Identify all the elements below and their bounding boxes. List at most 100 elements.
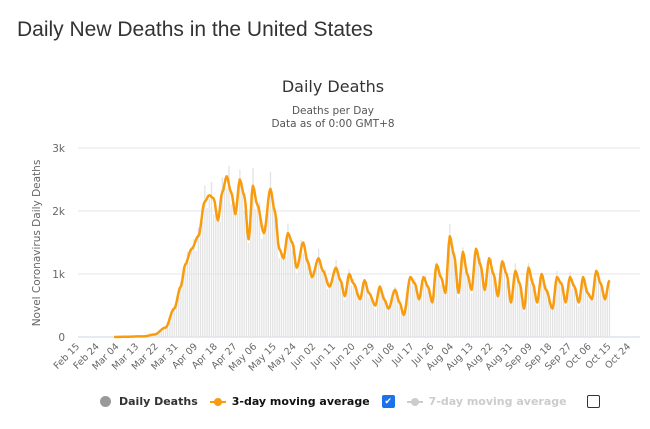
- bar-daily-deaths: [385, 306, 388, 337]
- bar-daily-deaths: [604, 294, 606, 337]
- bar-daily-deaths: [602, 295, 604, 337]
- bar-daily-deaths: [320, 270, 322, 337]
- bar-daily-deaths: [501, 260, 503, 337]
- checkbox-7day-avg[interactable]: [586, 395, 600, 408]
- bar-daily-deaths: [374, 309, 377, 337]
- bar-daily-deaths: [241, 182, 243, 337]
- bar-daily-deaths: [195, 251, 197, 337]
- bar-daily-deaths: [311, 270, 313, 337]
- bar-daily-deaths: [210, 182, 213, 337]
- bar-daily-deaths: [606, 292, 608, 337]
- checkmark-icon: ✔: [384, 396, 392, 407]
- bar-daily-deaths: [425, 275, 427, 337]
- bar-daily-deaths: [372, 300, 374, 337]
- bar-daily-deaths: [169, 316, 171, 337]
- bar-daily-deaths: [296, 272, 298, 337]
- bar-daily-deaths: [293, 245, 296, 337]
- bar-daily-deaths: [282, 253, 285, 337]
- circle-marker-icon: [100, 396, 111, 407]
- bar-daily-deaths: [383, 294, 385, 337]
- bar-daily-deaths: [250, 219, 252, 337]
- bar-daily-deaths: [219, 221, 221, 337]
- bar-daily-deaths: [341, 282, 344, 337]
- bar-daily-deaths: [357, 299, 359, 337]
- y-tick-label: 1k: [52, 269, 66, 281]
- bar-daily-deaths: [446, 271, 449, 337]
- bar-daily-deaths: [449, 224, 451, 337]
- bar-daily-deaths: [488, 266, 490, 337]
- bar-daily-deaths: [584, 287, 587, 337]
- x-tick-label: Jul 17: [389, 341, 416, 368]
- legend-item-7day-avg[interactable]: 7-day moving average: [406, 395, 567, 408]
- bar-daily-deaths: [540, 278, 543, 337]
- bar-daily-deaths: [462, 247, 464, 337]
- bar-daily-deaths: [315, 268, 318, 337]
- bar-daily-deaths: [335, 259, 337, 337]
- bar-daily-deaths: [352, 278, 355, 337]
- bar-daily-deaths: [586, 287, 589, 337]
- bar-daily-deaths: [595, 278, 597, 337]
- series-line-3day-avg[interactable]: [113, 175, 611, 339]
- bar-daily-deaths: [199, 227, 202, 337]
- bar-daily-deaths: [164, 328, 167, 337]
- bar-daily-deaths: [591, 298, 593, 337]
- bar-daily-deaths: [514, 263, 517, 337]
- bar-daily-deaths: [556, 270, 558, 337]
- bar-daily-deaths: [580, 284, 582, 337]
- bar-daily-deaths: [167, 324, 169, 337]
- bar-daily-deaths: [490, 258, 492, 337]
- bar-daily-deaths: [261, 239, 263, 337]
- bar-daily-deaths: [263, 224, 265, 337]
- legend-label: 3-day moving average: [231, 395, 370, 408]
- bar-daily-deaths: [457, 297, 460, 337]
- bar-daily-deaths: [436, 262, 438, 337]
- bar-daily-deaths: [202, 221, 204, 337]
- bar-daily-deaths: [269, 171, 272, 337]
- bar-daily-deaths: [302, 253, 304, 337]
- bar-daily-deaths: [484, 286, 486, 337]
- bar-daily-deaths: [551, 307, 554, 337]
- bar-daily-deaths: [158, 332, 160, 337]
- bar-daily-deaths: [597, 272, 600, 337]
- bar-daily-deaths: [567, 289, 569, 337]
- bar-daily-deaths: [237, 213, 239, 337]
- bar-daily-deaths: [538, 282, 541, 337]
- bar-daily-deaths: [460, 269, 462, 337]
- bar-daily-deaths: [455, 267, 458, 337]
- bar-daily-deaths: [475, 256, 477, 337]
- bar-daily-deaths: [477, 257, 479, 337]
- bar-daily-deaths: [390, 300, 392, 337]
- bar-daily-deaths: [287, 223, 289, 337]
- bar-daily-deaths: [206, 207, 208, 337]
- bar-daily-deaths: [396, 294, 398, 337]
- bar-daily-deaths: [453, 257, 455, 337]
- bar-daily-deaths: [322, 270, 324, 337]
- bar-daily-deaths: [265, 219, 267, 337]
- bar-daily-deaths: [344, 300, 346, 337]
- bar-daily-deaths: [221, 177, 224, 337]
- bar-daily-deaths: [274, 216, 276, 337]
- checkbox-3day-avg[interactable]: ✔: [381, 395, 395, 408]
- bar-daily-deaths: [525, 286, 527, 337]
- bar-daily-deaths: [565, 305, 567, 337]
- line-marker-icon: [406, 397, 423, 406]
- bar-daily-deaths: [215, 203, 217, 337]
- bar-daily-deaths: [444, 292, 447, 337]
- bar-daily-deaths: [326, 289, 328, 337]
- bar-daily-deaths: [379, 287, 381, 337]
- bar-daily-deaths: [184, 267, 186, 337]
- bar-daily-deaths: [575, 293, 578, 337]
- bar-daily-deaths: [370, 294, 372, 337]
- bar-daily-deaths: [278, 258, 280, 337]
- bar-daily-deaths: [471, 293, 473, 337]
- bar-daily-deaths: [562, 287, 565, 337]
- legend-item-daily-deaths[interactable]: Daily Deaths: [100, 395, 198, 408]
- legend-item-3day-avg[interactable]: 3-day moving average: [209, 395, 370, 408]
- bar-daily-deaths: [153, 334, 156, 337]
- bar-daily-deaths: [398, 306, 401, 337]
- bar-daily-deaths: [433, 289, 436, 337]
- line-marker-icon: [209, 397, 226, 406]
- bar-daily-deaths: [223, 187, 226, 337]
- bar-daily-deaths: [228, 165, 230, 337]
- bar-daily-deaths: [361, 292, 363, 337]
